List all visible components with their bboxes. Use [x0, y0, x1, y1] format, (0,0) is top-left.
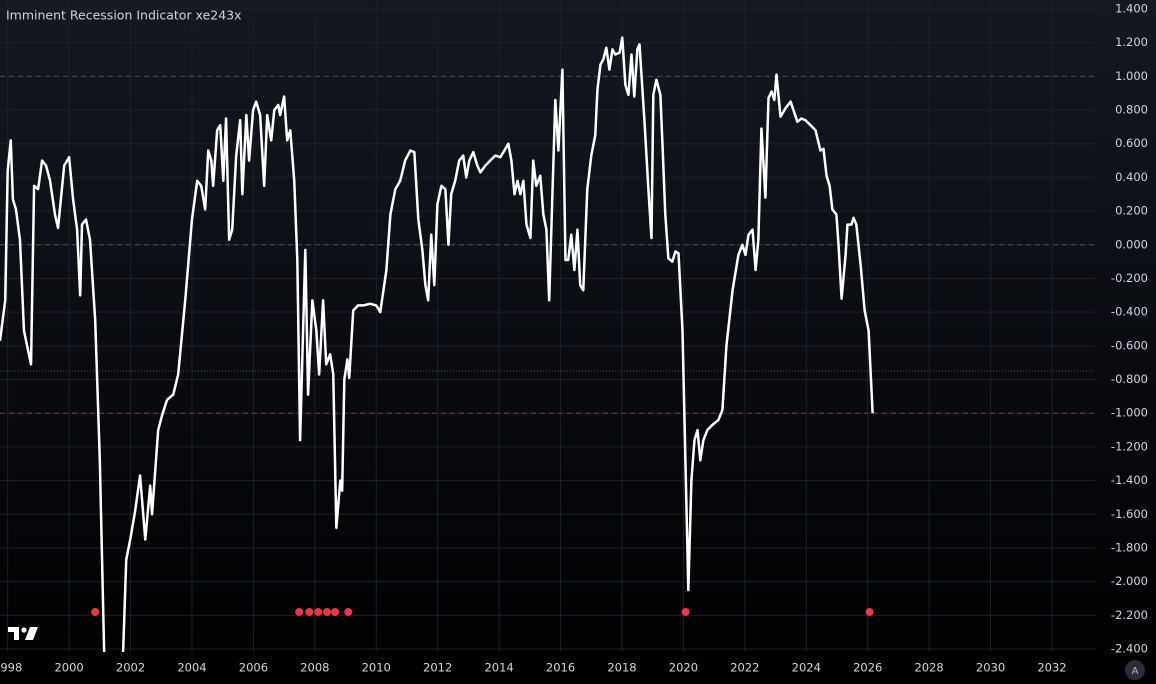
- data-point: [344, 607, 353, 616]
- data-point: [295, 607, 304, 616]
- y-tick-label: -1.400: [1111, 473, 1148, 487]
- y-tick-label: -0.200: [1111, 271, 1148, 285]
- y-tick-label: -1.800: [1111, 540, 1148, 554]
- x-tick-label: 2028: [914, 661, 943, 675]
- x-tick-label: 2024: [792, 661, 821, 675]
- x-tick-label: 2020: [669, 661, 698, 675]
- x-tick-label: 2016: [546, 661, 575, 675]
- y-tick-label: -2.000: [1111, 574, 1148, 588]
- y-tick-label: -0.800: [1111, 372, 1148, 386]
- tradingview-logo: [8, 627, 38, 640]
- x-tick-label: 2014: [484, 661, 513, 675]
- y-tick-label: 0.600: [1115, 136, 1148, 150]
- y-tick-label: -1.000: [1111, 406, 1148, 420]
- x-tick-label: 1998: [0, 661, 22, 675]
- data-point: [314, 607, 323, 616]
- y-tick-label: 0.400: [1115, 170, 1148, 184]
- data-point: [331, 607, 340, 616]
- svg-text:A: A: [1132, 666, 1139, 677]
- y-tick-label: 1.200: [1115, 35, 1148, 49]
- x-tick-label: 2026: [853, 661, 882, 675]
- data-point: [865, 607, 874, 616]
- x-tick-label: 2008: [300, 661, 329, 675]
- x-tick-label: 2010: [362, 661, 391, 675]
- y-tick-label: 1.000: [1115, 69, 1148, 83]
- x-tick-label: 2022: [730, 661, 759, 675]
- plot-area: [0, 36, 874, 652]
- y-tick-label: 1.400: [1115, 2, 1148, 16]
- chart-title: Imminent Recession Indicator xe243x: [6, 8, 242, 23]
- x-tick-label: 2032: [1037, 661, 1066, 675]
- x-tick-label: 2000: [54, 661, 83, 675]
- y-tick-label: -0.600: [1111, 338, 1148, 352]
- x-tick-label: 2018: [607, 661, 636, 675]
- reference-lines: [0, 75, 1095, 414]
- data-point: [305, 607, 314, 616]
- data-point: [91, 607, 100, 616]
- y-tick-label: -0.400: [1111, 305, 1148, 319]
- x-tick-label: 2012: [423, 661, 452, 675]
- y-tick-label: -2.400: [1111, 642, 1148, 656]
- data-point: [681, 607, 690, 616]
- y-tick-label: -1.600: [1111, 507, 1148, 521]
- auto-scale-button[interactable]: A: [1125, 660, 1145, 680]
- y-tick-label: 0.200: [1115, 204, 1148, 218]
- x-tick-label: 2004: [177, 661, 206, 675]
- y-tick-label: 0.000: [1115, 237, 1148, 251]
- axes: 1.400 1.200 1.000 0.800 0.600 0.400 0.200 0.000…: [0, 2, 1148, 675]
- data-line: [0, 36, 874, 652]
- y-tick-label: -1.200: [1111, 439, 1148, 453]
- x-tick-label: 2006: [239, 661, 268, 675]
- x-tick-label: 2030: [976, 661, 1005, 675]
- y-tick-label: 0.800: [1115, 103, 1148, 117]
- x-tick-label: 2002: [116, 661, 145, 675]
- y-tick-label: -2.200: [1111, 608, 1148, 622]
- data-point: [323, 607, 332, 616]
